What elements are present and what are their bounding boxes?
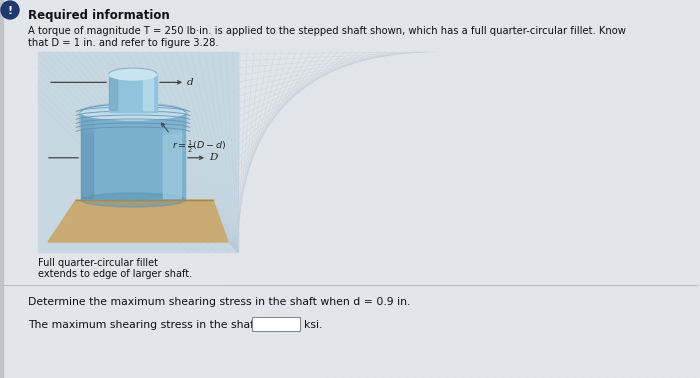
Text: $r = \frac{1}{2}(D - d)$: $r = \frac{1}{2}(D - d)$ [172,138,227,155]
Ellipse shape [79,109,187,127]
Bar [163,114,181,198]
Polygon shape [48,200,228,242]
Ellipse shape [79,115,187,133]
Bar [38,52,238,252]
Bar [81,112,185,200]
Ellipse shape [79,106,187,124]
Bar [0,0,3,378]
Text: D: D [209,153,218,162]
Bar [109,78,117,110]
Text: Full quarter-circular fillet: Full quarter-circular fillet [38,258,158,268]
Bar [252,317,300,331]
Bar [143,78,153,110]
Ellipse shape [81,193,185,207]
Text: d: d [187,78,194,87]
Text: !: ! [8,6,13,15]
Text: that D = 1 in. and refer to figure 3.28.: that D = 1 in. and refer to figure 3.28. [28,38,218,48]
Circle shape [1,1,19,19]
Ellipse shape [109,68,157,80]
Bar [81,114,93,198]
Ellipse shape [79,118,187,136]
Text: extends to edge of larger shaft.: extends to edge of larger shaft. [38,269,192,279]
Bar [109,74,157,112]
Text: The maximum shearing stress in the shaft is: The maximum shearing stress in the shaft… [28,320,270,330]
Ellipse shape [81,104,185,120]
Ellipse shape [79,112,187,130]
Text: ksi.: ksi. [304,320,323,330]
Text: A torque of magnitude T = 250 lb·in. is applied to the stepped shaft shown, whic: A torque of magnitude T = 250 lb·in. is … [28,26,626,36]
Text: Determine the maximum shearing stress in the shaft when d = 0.9 in.: Determine the maximum shearing stress in… [28,297,410,307]
Text: Required information: Required information [28,8,169,22]
Ellipse shape [79,103,187,121]
